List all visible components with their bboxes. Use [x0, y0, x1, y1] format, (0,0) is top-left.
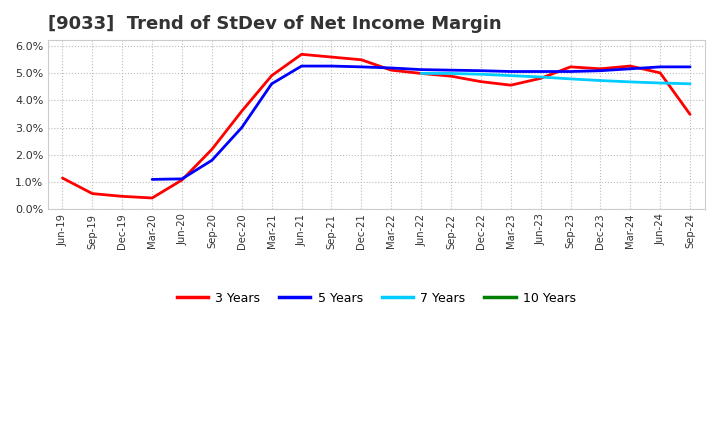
5 Years — [178, 176, 186, 182]
3 Years — [148, 195, 156, 201]
5 Years — [596, 68, 605, 73]
Line: 3 Years: 3 Years — [63, 54, 690, 198]
7 Years — [656, 81, 665, 86]
3 Years — [446, 73, 455, 79]
5 Years — [148, 177, 156, 182]
3 Years — [267, 73, 276, 78]
3 Years — [118, 194, 127, 199]
5 Years — [506, 69, 515, 74]
7 Years — [566, 76, 575, 81]
3 Years — [178, 177, 186, 183]
5 Years — [297, 63, 306, 69]
5 Years — [238, 125, 246, 130]
7 Years — [506, 73, 515, 78]
5 Years — [327, 63, 336, 69]
5 Years — [477, 68, 485, 73]
3 Years — [656, 70, 665, 76]
5 Years — [207, 158, 216, 163]
3 Years — [506, 83, 515, 88]
7 Years — [596, 78, 605, 83]
7 Years — [685, 81, 694, 86]
3 Years — [387, 67, 395, 73]
Line: 7 Years: 7 Years — [421, 73, 690, 84]
5 Years — [685, 64, 694, 70]
5 Years — [387, 65, 395, 70]
7 Years — [536, 74, 545, 80]
5 Years — [267, 81, 276, 86]
3 Years — [297, 51, 306, 57]
3 Years — [207, 147, 216, 152]
3 Years — [327, 55, 336, 60]
7 Years — [417, 71, 426, 76]
3 Years — [566, 64, 575, 70]
5 Years — [566, 69, 575, 74]
3 Years — [477, 79, 485, 84]
Text: [9033]  Trend of StDev of Net Income Margin: [9033] Trend of StDev of Net Income Marg… — [48, 15, 501, 33]
7 Years — [446, 71, 455, 76]
3 Years — [238, 109, 246, 114]
Line: 5 Years: 5 Years — [152, 66, 690, 180]
5 Years — [446, 67, 455, 73]
3 Years — [88, 191, 96, 196]
5 Years — [357, 64, 366, 70]
3 Years — [58, 176, 67, 181]
5 Years — [626, 66, 634, 71]
3 Years — [536, 76, 545, 81]
3 Years — [596, 66, 605, 71]
3 Years — [685, 112, 694, 117]
3 Years — [626, 63, 634, 69]
7 Years — [626, 79, 634, 84]
5 Years — [417, 67, 426, 72]
5 Years — [536, 69, 545, 74]
3 Years — [417, 71, 426, 76]
5 Years — [656, 64, 665, 70]
7 Years — [477, 72, 485, 77]
3 Years — [357, 57, 366, 62]
Legend: 3 Years, 5 Years, 7 Years, 10 Years: 3 Years, 5 Years, 7 Years, 10 Years — [171, 287, 581, 310]
